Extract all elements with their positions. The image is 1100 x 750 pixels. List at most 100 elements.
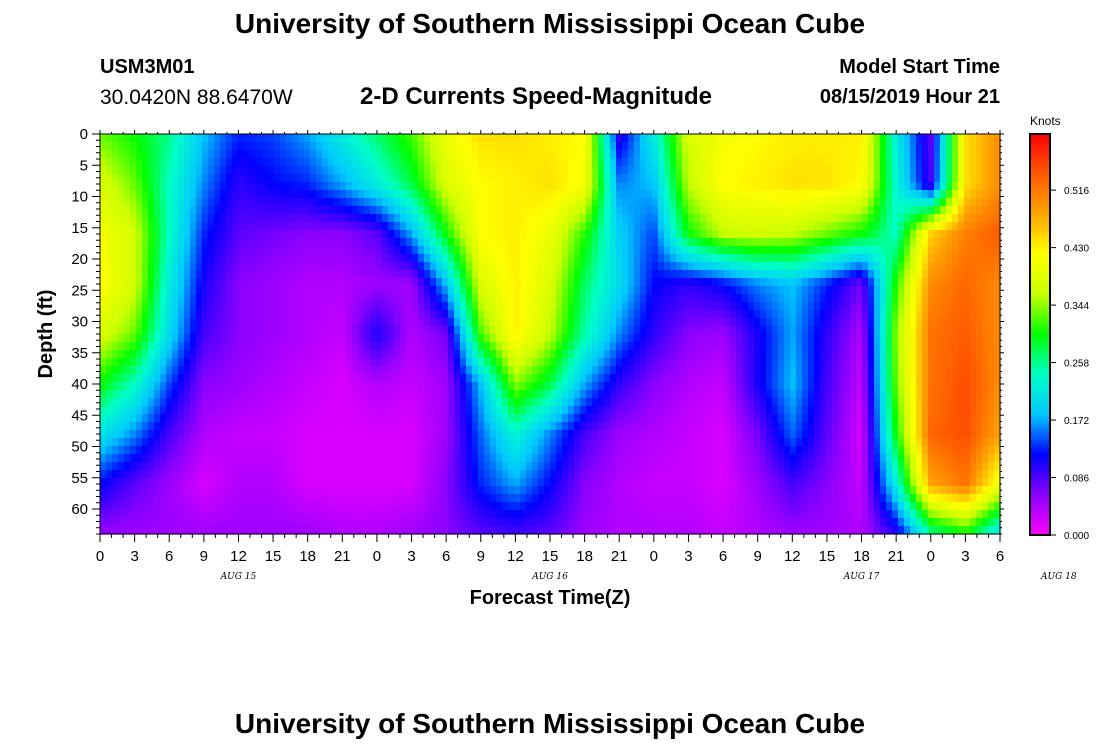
heatmap-cell: [970, 238, 977, 247]
heatmap-cell: [682, 366, 689, 375]
heatmap-cell: [826, 382, 833, 391]
heatmap-cell: [988, 374, 995, 383]
heatmap-cell: [280, 262, 287, 271]
heatmap-cell: [454, 166, 461, 175]
heatmap-cell: [970, 326, 977, 335]
heatmap-cell: [316, 158, 323, 167]
heatmap-cell: [436, 142, 443, 151]
heatmap-cell: [172, 326, 179, 335]
heatmap-cell: [484, 326, 491, 335]
heatmap-cell: [334, 142, 341, 151]
heatmap-cell: [802, 318, 809, 327]
heatmap-cell: [298, 222, 305, 231]
heatmap-cell: [850, 270, 857, 279]
heatmap-cell: [910, 334, 917, 343]
heatmap-cell: [328, 286, 335, 295]
heatmap-cell: [928, 350, 935, 359]
heatmap-cell: [220, 214, 227, 223]
heatmap-cell: [322, 142, 329, 151]
heatmap-cell: [652, 158, 659, 167]
heatmap-cell: [658, 270, 665, 279]
heatmap-cell: [604, 174, 611, 183]
heatmap-cell: [970, 358, 977, 367]
heatmap-cell: [226, 318, 233, 327]
heatmap-cell: [436, 174, 443, 183]
heatmap-cell: [436, 254, 443, 263]
heatmap-cell: [556, 342, 563, 351]
heatmap-cell: [742, 334, 749, 343]
heatmap-cell: [466, 374, 473, 383]
heatmap-cell: [820, 278, 827, 287]
heatmap-cell: [814, 166, 821, 175]
heatmap-cell: [298, 142, 305, 151]
heatmap-cell: [790, 342, 797, 351]
heatmap-cell: [754, 350, 761, 359]
heatmap-cell: [232, 158, 239, 167]
heatmap-cell: [352, 246, 359, 255]
heatmap-cell: [808, 270, 815, 279]
heatmap-cell: [898, 150, 905, 159]
heatmap-cell: [958, 302, 965, 311]
heatmap-cell: [514, 382, 521, 391]
heatmap-cell: [808, 214, 815, 223]
heatmap-cell: [160, 174, 167, 183]
heatmap-cell: [292, 150, 299, 159]
heatmap-cell: [496, 334, 503, 343]
heatmap-cell: [292, 230, 299, 239]
heatmap-cell: [856, 182, 863, 191]
heatmap-cell: [262, 166, 269, 175]
heatmap-cell: [874, 302, 881, 311]
heatmap-cell: [700, 358, 707, 367]
heatmap-cell: [940, 190, 947, 199]
heatmap-cell: [652, 206, 659, 215]
heatmap-cell: [832, 270, 839, 279]
heatmap-cell: [220, 294, 227, 303]
heatmap-cell: [334, 302, 341, 311]
heatmap-cell: [808, 326, 815, 335]
heatmap-cell: [556, 278, 563, 287]
heatmap-cell: [280, 190, 287, 199]
heatmap-cell: [796, 230, 803, 239]
heatmap-cell: [478, 286, 485, 295]
heatmap-cell: [304, 150, 311, 159]
heatmap-cell: [892, 294, 899, 303]
heatmap-cell: [832, 278, 839, 287]
heatmap-cell: [826, 262, 833, 271]
heatmap-cell: [256, 158, 263, 167]
heatmap-cell: [616, 286, 623, 295]
heatmap-cell: [850, 310, 857, 319]
heatmap-cell: [376, 222, 383, 231]
heatmap-cell: [946, 278, 953, 287]
heatmap-cell: [616, 246, 623, 255]
heatmap-cell: [274, 238, 281, 247]
heatmap-cell: [538, 158, 545, 167]
heatmap-cell: [976, 382, 983, 391]
heatmap-cell: [418, 174, 425, 183]
heatmap-cell: [346, 214, 353, 223]
heatmap-cell: [172, 310, 179, 319]
heatmap-cell: [364, 254, 371, 263]
heatmap-cell: [388, 182, 395, 191]
heatmap-cell: [922, 158, 929, 167]
heatmap-cell: [688, 198, 695, 207]
heatmap-cell: [844, 254, 851, 263]
heatmap-cell: [250, 326, 257, 335]
heatmap-cell: [940, 382, 947, 391]
heatmap-cell: [712, 390, 719, 399]
heatmap-cell: [490, 254, 497, 263]
heatmap-cell: [724, 190, 731, 199]
heatmap-cell: [922, 254, 929, 263]
heatmap-cell: [292, 246, 299, 255]
heatmap-cell: [838, 318, 845, 327]
heatmap-cell: [718, 294, 725, 303]
heatmap-cell: [856, 254, 863, 263]
heatmap-cell: [484, 142, 491, 151]
heatmap-cell: [904, 230, 911, 239]
heatmap-cell: [514, 318, 521, 327]
heatmap-cell: [796, 342, 803, 351]
heatmap-cell: [292, 214, 299, 223]
heatmap-cell: [274, 150, 281, 159]
heatmap-cell: [994, 310, 1001, 319]
heatmap-cell: [382, 366, 389, 375]
heatmap-cell: [952, 270, 959, 279]
